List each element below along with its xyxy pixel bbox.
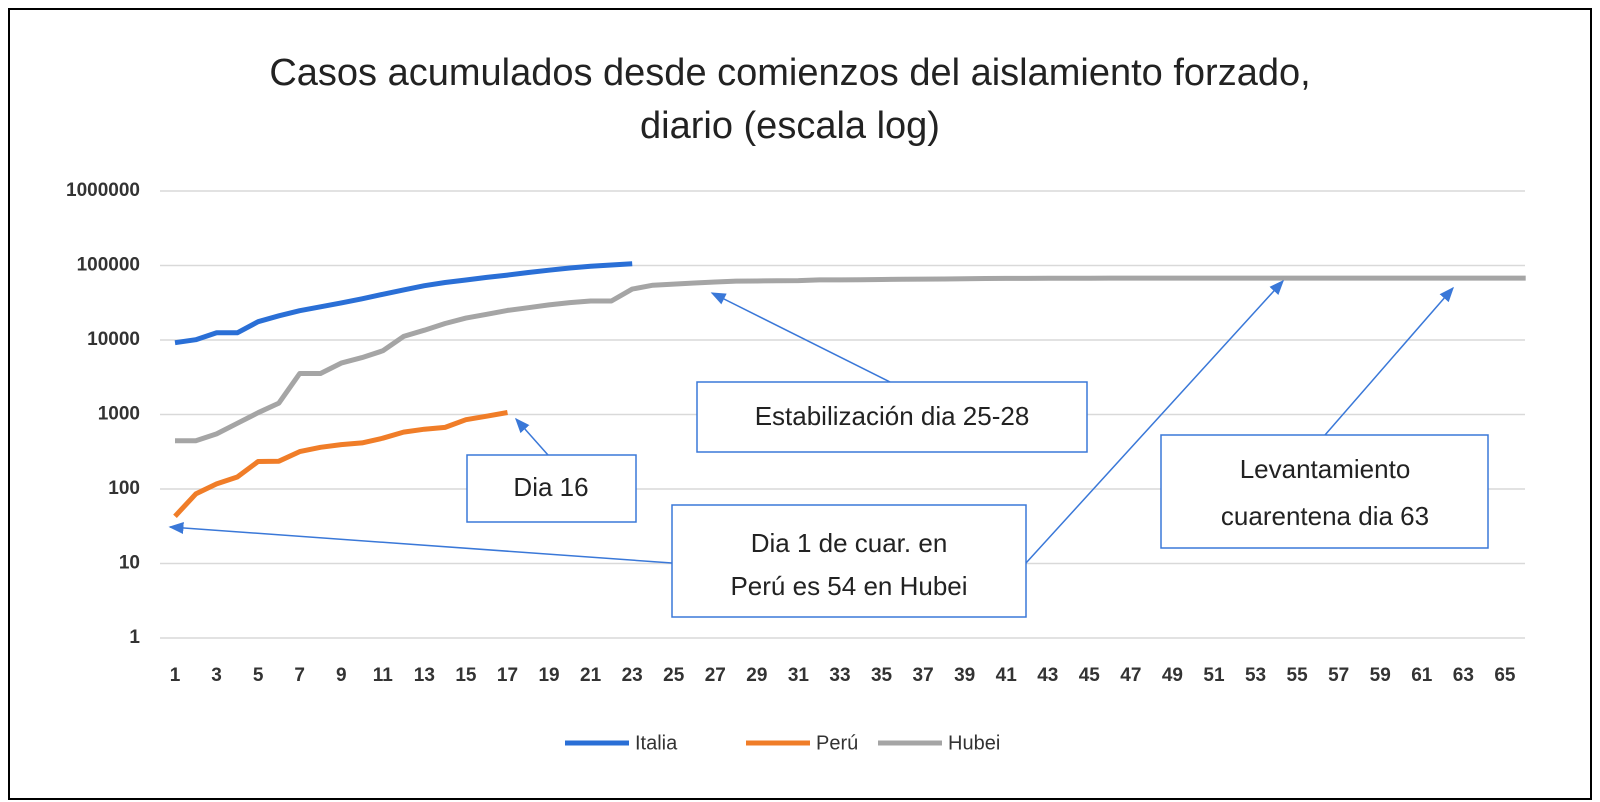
annotations: Estabilización dia 25-28 Dia 16 Dia 1 de… [168,279,1489,618]
x-tick-label: 37 [913,665,934,686]
x-tick-label: 31 [788,665,810,686]
x-tick-label: 45 [1079,665,1101,686]
x-tick-label: 53 [1245,665,1266,686]
x-tick-label: 43 [1037,665,1058,686]
annotation: Dia 16 [513,472,588,502]
annotation: Perú es 54 en Hubei [730,571,967,601]
x-tick-label: 49 [1162,665,1183,686]
annotation: Estabilización dia 25-28 [755,401,1030,431]
x-tick-label: 3 [211,665,222,686]
frame [8,8,1592,800]
legend-label: Italia [635,732,678,754]
legend-label: Hubei [948,732,1000,754]
x-tick-label: 29 [746,665,767,686]
annotation: cuarentena dia 63 [1221,501,1429,531]
x-tick-label: 27 [705,665,726,686]
arrow [1324,286,1454,436]
x-tick-label: 25 [663,665,685,686]
y-tick-label: 1000000 [66,180,140,201]
arrow [168,521,673,564]
y-tick-label: 100000 [77,255,140,276]
x-tick-label: 7 [294,665,305,686]
x-tick-label: 55 [1287,665,1309,686]
annotation-box [466,454,637,523]
series-line [173,410,508,519]
x-tick-label: 63 [1453,665,1474,686]
x-tick-label: 35 [871,665,893,686]
y-tick-label: 1 [129,627,140,648]
y-tick-label: 10 [119,553,140,574]
x-tick-label: 59 [1370,665,1391,686]
legend-label: Perú [816,732,858,754]
annotation: Dia 1 de cuar. en [751,528,948,558]
x-tick-label: 21 [580,665,602,686]
annotation: Levantamiento [1240,454,1411,484]
y-tick-label: 100 [108,478,140,499]
x-tick-label: 57 [1328,665,1349,686]
chart-title: Casos acumulados desde comienzos del ais… [269,52,1310,94]
x-tick-label: 39 [954,665,975,686]
x-tick-label: 17 [497,665,518,686]
annotation-box [671,504,1027,618]
arrow [1025,279,1285,564]
x-tick-label: 51 [1203,665,1225,686]
x-tick-label: 61 [1411,665,1433,686]
arrow [515,417,549,456]
x-tick-label: 13 [414,665,435,686]
x-tick-label: 19 [538,665,559,686]
x-tick-label: 41 [996,665,1018,686]
x-tick-label: 47 [1120,665,1141,686]
y-tick-label: 1000 [98,404,140,425]
series-line [174,261,633,346]
x-tick-label: 15 [455,665,477,686]
chart-title: diario (escala log) [640,105,940,147]
y-tick-label: 10000 [87,329,140,350]
x-tick-label: 5 [253,665,264,686]
x-tick-label: 23 [622,665,643,686]
x-tick-label: 33 [829,665,850,686]
annotation-box [1160,434,1489,549]
x-tick-label: 65 [1494,665,1516,686]
x-tick-label: 1 [170,665,181,686]
x-tick-label: 9 [336,665,347,686]
arrow [710,292,891,383]
series-line [175,275,1526,444]
annotation-box [696,381,1088,453]
x-tick-label: 11 [373,665,394,686]
